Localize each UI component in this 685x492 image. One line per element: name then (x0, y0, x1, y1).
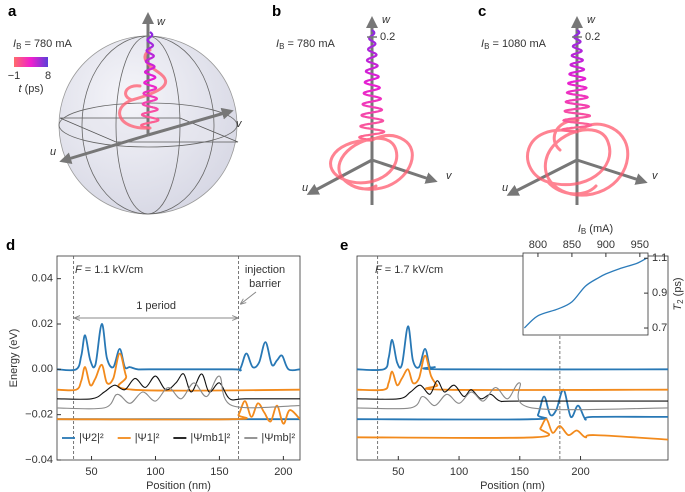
x-tick-label: 950 (631, 239, 649, 251)
current-label-text: = 1080 mA (489, 38, 546, 50)
barrier-arrow (241, 291, 257, 304)
legend-label: |Ψmb|² (261, 432, 295, 444)
y-axis-label: Energy (eV) (8, 329, 20, 388)
colorbar-tick-label: −1 (8, 70, 21, 82)
panel-label: b (272, 3, 281, 20)
y-axis-label-text: (ps) (672, 277, 684, 299)
x-tick-label: 200 (571, 466, 589, 478)
colorbar (14, 57, 48, 67)
current-label-sub: B (484, 42, 489, 51)
current-label-sub: B (16, 42, 21, 51)
trajectory-helix (560, 29, 593, 134)
axis-v (576, 158, 648, 185)
series-line (357, 380, 668, 403)
trajectory-loop (329, 133, 414, 191)
current-label-text: = 780 mA (284, 38, 335, 50)
current-label-symbol: I (481, 38, 484, 50)
y-axis-label-symbol: T (672, 303, 684, 311)
x-tick-label: 50 (392, 466, 404, 478)
barrier-label: injection (245, 264, 285, 276)
trajectory-loop (526, 118, 630, 197)
axis-label: w (382, 14, 391, 26)
axis-v (371, 158, 438, 184)
panel-label: e (340, 237, 348, 254)
axis-u (506, 158, 578, 196)
legend-label: |Ψ1|² (135, 432, 160, 444)
x-tick-label: 100 (450, 466, 468, 478)
current-label: IB = 780 mA (13, 38, 73, 51)
axis-label: u (502, 182, 508, 194)
series-line (357, 354, 668, 441)
axis-label: w (157, 16, 166, 28)
y-tick-label: 1.1 (652, 252, 667, 264)
x-tick-label: 850 (563, 239, 581, 251)
y-tick-label: 0.04 (32, 273, 53, 285)
y-tick-label: −0.02 (25, 409, 53, 421)
x-axis-label: IB (mA) (578, 223, 613, 236)
current-label-symbol: I (276, 38, 279, 50)
trajectory-helix (358, 29, 386, 142)
colorbar-label-text: (ps) (22, 83, 44, 95)
period-label: 1 period (136, 300, 176, 312)
series-line (57, 352, 300, 425)
x-tick-label: 50 (85, 466, 97, 478)
trajectory-helix (140, 31, 160, 130)
axis-v (147, 107, 234, 137)
y-tick-label: 0.00 (32, 363, 53, 375)
y-axis-label: T2 (ps) (672, 277, 685, 310)
panel-label: d (6, 237, 15, 254)
axis-label: u (50, 146, 56, 158)
axis-u (59, 133, 149, 165)
panel-label: a (8, 3, 17, 20)
axis-label: v (236, 118, 243, 130)
x-axis-label-sub: B (581, 227, 586, 236)
axis-label: v (652, 170, 659, 182)
scale-label: 0.2 (585, 31, 600, 43)
x-tick-label: 150 (210, 466, 228, 478)
x-tick-label: 150 (511, 466, 529, 478)
axis-label: u (302, 182, 308, 194)
y-tick-label: 0.02 (32, 318, 53, 330)
field-label-symbol: F (375, 264, 383, 276)
current-label-symbol: I (13, 38, 16, 50)
series-line (57, 375, 300, 410)
colorbar-label: t (ps) (18, 83, 43, 95)
x-axis-label: Position (nm) (480, 480, 545, 492)
y-tick-label: −0.04 (25, 454, 53, 466)
axis-label: w (587, 14, 596, 26)
x-axis-label-text: (mA) (586, 223, 613, 235)
scale-label: 0.2 (380, 31, 395, 43)
y-tick-label: 0.7 (652, 322, 667, 334)
colorbar-label-symbol: t (18, 83, 22, 95)
current-label: IB = 780 mA (276, 38, 336, 51)
legend-label: |Ψ2|² (79, 432, 104, 444)
x-axis-label-symbol: I (578, 223, 581, 235)
x-tick-label: 200 (274, 466, 292, 478)
x-tick-label: 900 (597, 239, 615, 251)
x-axis-label: Position (nm) (146, 480, 211, 492)
series-line (57, 373, 300, 401)
field-label-text: = 1.1 kV/cm (82, 264, 143, 276)
field-label-text: = 1.7 kV/cm (382, 264, 443, 276)
current-label: IB = 1080 mA (481, 38, 547, 51)
x-tick-label: 800 (529, 239, 547, 251)
current-label-text: = 780 mA (21, 38, 72, 50)
x-tick-label: 100 (146, 466, 164, 478)
legend-label: |Ψmb1|² (190, 432, 230, 444)
series-line (523, 257, 647, 329)
field-label-symbol: F (75, 264, 83, 276)
axis-label: v (446, 170, 453, 182)
panel-label: c (478, 3, 486, 20)
current-label-sub: B (279, 42, 284, 51)
colorbar-tick-label: 8 (45, 70, 51, 82)
field-label: F = 1.7 kV/cm (375, 264, 443, 276)
barrier-label: barrier (249, 278, 281, 290)
field-label: F = 1.1 kV/cm (75, 264, 143, 276)
y-axis-label-sub: 2 (676, 299, 685, 304)
y-tick-label: 0.9 (652, 287, 667, 299)
series-line (357, 382, 668, 411)
